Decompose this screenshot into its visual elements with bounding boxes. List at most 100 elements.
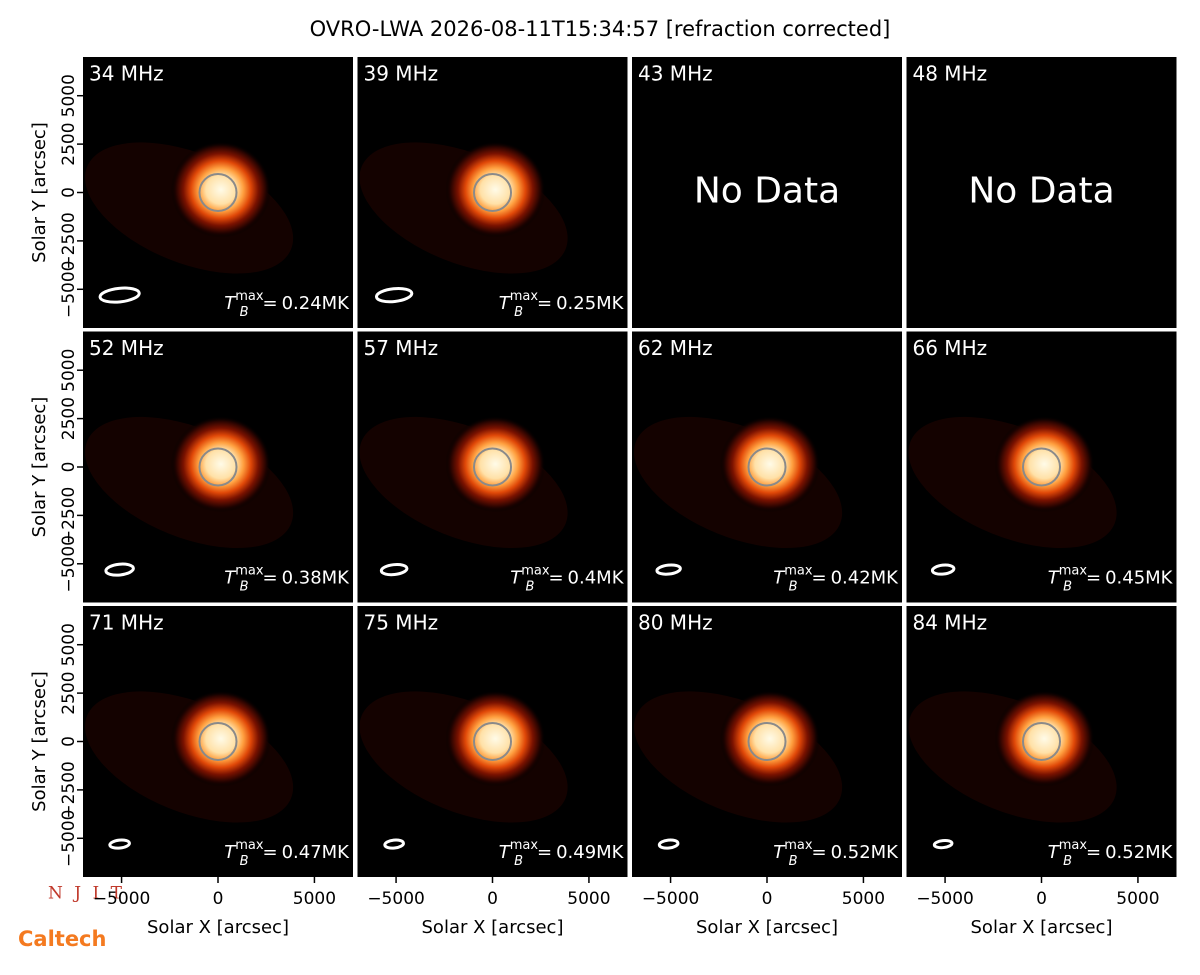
frequency-label: 62 MHz bbox=[638, 336, 713, 360]
tb-sub: B bbox=[514, 305, 523, 320]
tb-eq: = bbox=[811, 842, 826, 863]
emission bbox=[719, 416, 820, 513]
sun-image bbox=[634, 690, 843, 823]
sun-image bbox=[908, 416, 1117, 549]
tb-symbol: T bbox=[499, 293, 512, 314]
solar-limb bbox=[198, 172, 238, 213]
tb-value: 0.38MK bbox=[282, 568, 351, 589]
frequency-label: 71 MHz bbox=[89, 611, 164, 635]
x-axis-label: Solar X [arcsec] bbox=[696, 917, 838, 938]
tb-max-label: Tmax B = 0.24MK bbox=[224, 289, 350, 320]
tb-max-label: Tmax B = 0.25MK bbox=[499, 289, 625, 320]
tb-value: 0.45MK bbox=[1105, 568, 1174, 589]
tb-sup: max bbox=[510, 289, 539, 304]
frequency-label: 84 MHz bbox=[913, 611, 988, 635]
tb-sub: B bbox=[240, 854, 249, 869]
x-tick-label: 5000 bbox=[567, 889, 610, 909]
solar-limb bbox=[1021, 447, 1062, 487]
emission bbox=[445, 141, 546, 238]
beam bbox=[932, 839, 954, 850]
tb-symbol: T bbox=[1048, 842, 1061, 863]
emission bbox=[994, 416, 1095, 513]
sun-image bbox=[85, 690, 294, 823]
emission bbox=[170, 141, 271, 238]
tb-sub: B bbox=[789, 579, 798, 594]
solar-limb bbox=[747, 721, 787, 762]
beam bbox=[655, 563, 682, 576]
y-tick-label: 5000 bbox=[59, 623, 79, 666]
emission bbox=[994, 690, 1095, 787]
tb-sup: max bbox=[1059, 838, 1088, 853]
y-tick-label: 5000 bbox=[59, 349, 79, 392]
tb-symbol: T bbox=[224, 842, 237, 863]
tb-eq: = bbox=[1086, 842, 1101, 863]
x-tick-label: −5000 bbox=[93, 889, 151, 909]
tb-symbol: T bbox=[224, 568, 237, 589]
x-tick-label: 0 bbox=[487, 889, 498, 909]
tb-max-label: Tmax B = 0.4MK bbox=[510, 563, 625, 594]
tb-sup: max bbox=[510, 838, 539, 853]
beam bbox=[104, 562, 135, 577]
x-tick-label: 5000 bbox=[1116, 889, 1159, 909]
tb-max-label: Tmax B = 0.52MK bbox=[1048, 838, 1174, 869]
tb-sub: B bbox=[240, 305, 249, 320]
emission bbox=[719, 690, 820, 787]
tb-eq: = bbox=[548, 568, 563, 589]
x-axis-label: Solar X [arcsec] bbox=[971, 917, 1113, 938]
x-tick-label: 0 bbox=[1036, 889, 1047, 909]
emission bbox=[445, 690, 546, 787]
emission bbox=[170, 416, 271, 513]
x-axis-label: Solar X [arcsec] bbox=[147, 917, 289, 938]
y-tick-label: 0 bbox=[59, 736, 79, 747]
beam bbox=[383, 838, 405, 850]
beam bbox=[930, 563, 956, 576]
tb-value: 0.52MK bbox=[1105, 842, 1174, 863]
tb-sup: max bbox=[784, 838, 813, 853]
sun-image bbox=[359, 690, 568, 823]
logo-caltech: Caltech bbox=[18, 927, 106, 951]
no-data: No Data bbox=[694, 171, 840, 212]
x-tick-label: 0 bbox=[762, 889, 773, 909]
tb-sup: max bbox=[235, 289, 264, 304]
y-axis-label: Solar Y [arcsec] bbox=[29, 122, 50, 263]
frequency-label: 66 MHz bbox=[913, 336, 988, 360]
tb-max-label: Tmax B = 0.47MK bbox=[224, 838, 350, 869]
solar-limb bbox=[747, 447, 787, 487]
x-axis-label: Solar X [arcsec] bbox=[422, 917, 564, 938]
y-tick-label: −5000 bbox=[59, 810, 79, 868]
tb-max-label: Tmax B = 0.42MK bbox=[773, 563, 899, 594]
tb-sub: B bbox=[789, 854, 798, 869]
tb-eq: = bbox=[262, 293, 277, 314]
y-tick-label: 2500 bbox=[59, 122, 79, 165]
tb-value: 0.24MK bbox=[282, 293, 351, 314]
tb-max-label: Tmax B = 0.45MK bbox=[1048, 563, 1174, 594]
tb-symbol: T bbox=[510, 568, 523, 589]
tb-symbol: T bbox=[499, 842, 512, 863]
tb-sup: max bbox=[521, 563, 550, 578]
tb-value: 0.49MK bbox=[556, 842, 625, 863]
y-tick-label: −5000 bbox=[59, 261, 79, 319]
tb-symbol: T bbox=[773, 568, 786, 589]
tb-symbol: T bbox=[224, 293, 237, 314]
y-axis-label: Solar Y [arcsec] bbox=[29, 397, 50, 538]
solar-limb bbox=[1021, 721, 1062, 762]
tb-value: 0.4MK bbox=[568, 568, 625, 589]
y-tick-label: 0 bbox=[59, 462, 79, 473]
emission bbox=[445, 416, 546, 513]
tb-sub: B bbox=[1063, 854, 1072, 869]
no-data: No Data bbox=[968, 171, 1114, 212]
frequency-label: 75 MHz bbox=[364, 611, 439, 635]
frequency-label: 43 MHz bbox=[638, 62, 713, 86]
frequency-label: 57 MHz bbox=[364, 336, 439, 360]
tb-sup: max bbox=[235, 563, 264, 578]
x-tick-label: −5000 bbox=[367, 889, 425, 909]
beam bbox=[657, 838, 680, 850]
tb-sub: B bbox=[514, 854, 523, 869]
y-axis-label: Solar Y [arcsec] bbox=[29, 671, 50, 812]
x-tick-label: 5000 bbox=[293, 889, 336, 909]
tb-sub: B bbox=[1063, 579, 1072, 594]
solar-limb bbox=[198, 447, 238, 487]
beam bbox=[374, 286, 414, 304]
y-tick-label: 2500 bbox=[59, 397, 79, 440]
